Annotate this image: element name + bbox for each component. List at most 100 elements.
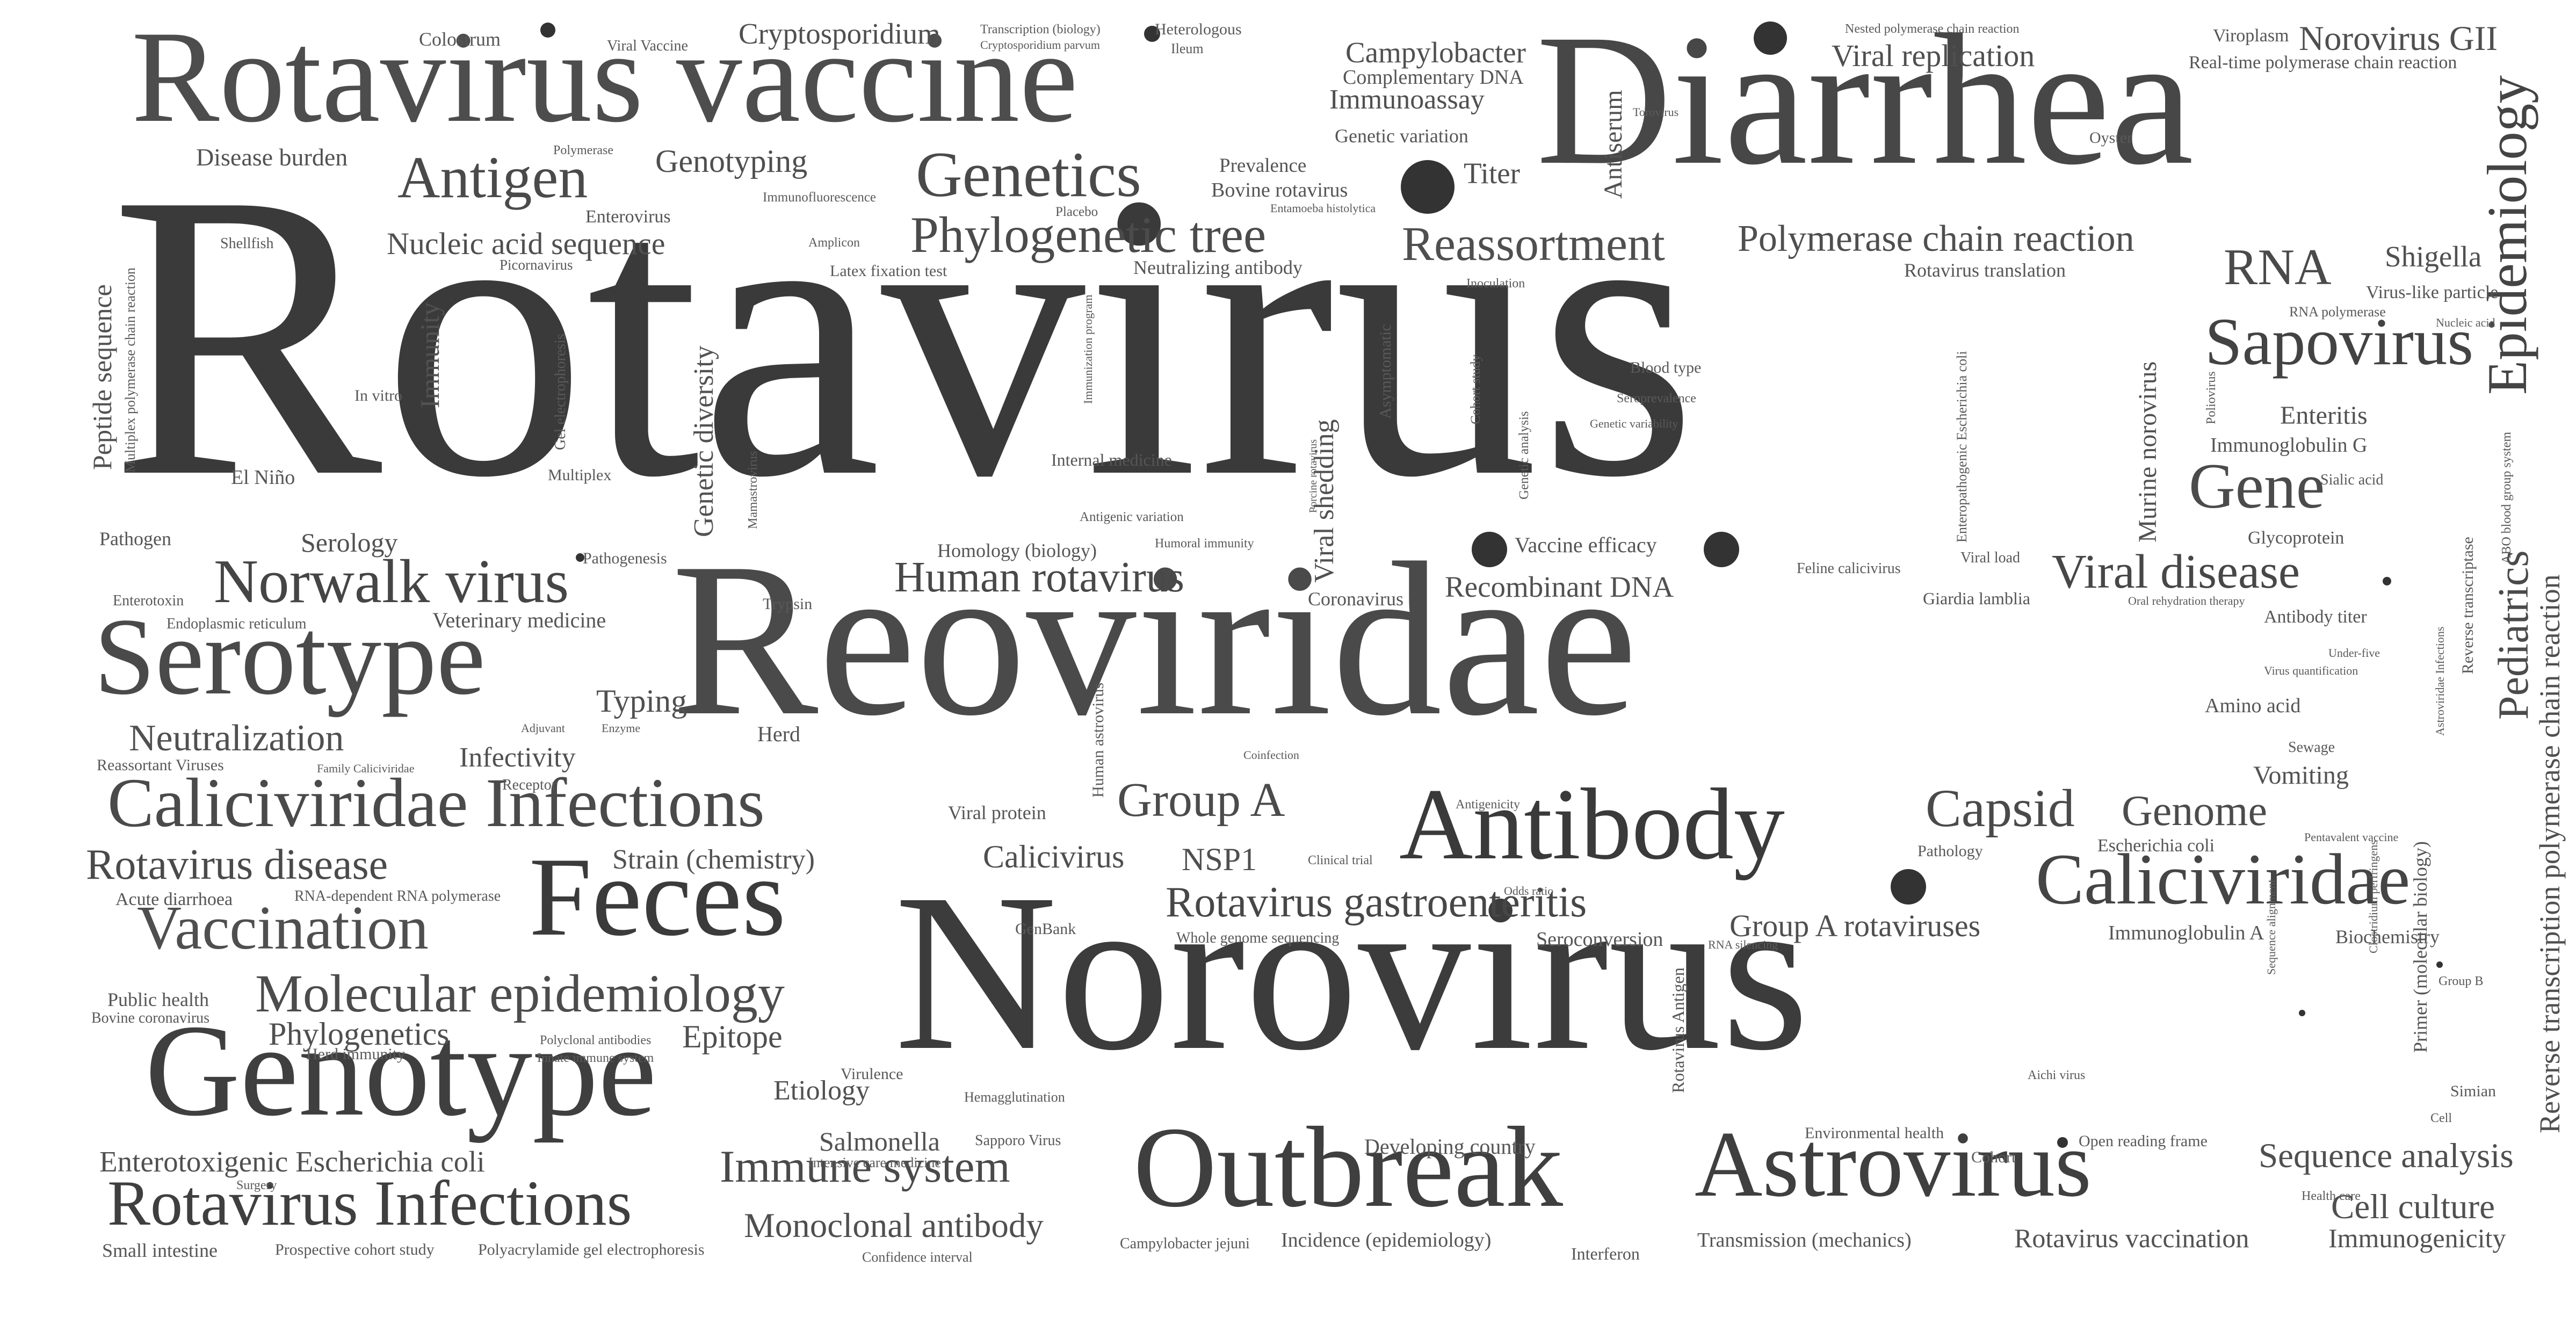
word-sapovirus: Sapovirus xyxy=(2205,305,2473,379)
word-group-a: Group A xyxy=(1117,773,1285,827)
word-sewage: Sewage xyxy=(2288,739,2335,756)
word-astroviridae-infections: Astroviridae Infections xyxy=(2433,626,2447,736)
word-health-care: Health care xyxy=(2302,1189,2361,1203)
word-etiology: Etiology xyxy=(773,1075,870,1106)
word-small-intestine: Small intestine xyxy=(102,1240,218,1261)
word-herd: Herd xyxy=(757,722,800,746)
word-developing-country: Developing country xyxy=(1364,1134,1536,1159)
word-public-health: Public health xyxy=(107,989,209,1010)
word-shigella: Shigella xyxy=(2385,240,2482,273)
word-rna-silencing: RNA silencing xyxy=(1708,938,1778,951)
word-acute-diarrhoea: Acute diarrhoea xyxy=(115,889,233,909)
word-rotavirus-gastroenteritis: Rotavirus gastroenteritis xyxy=(1166,879,1587,926)
word-campylobacter: Campylobacter xyxy=(1345,36,1526,69)
word-nested-polymerase-chain-reaction: Nested polymerase chain reaction xyxy=(1845,22,2020,36)
word-shellfish: Shellfish xyxy=(220,235,274,252)
word-genetic-analysis: Genetic analysis xyxy=(1517,411,1531,500)
word-genotype: Genotype xyxy=(145,997,657,1143)
word-sequence-alignment: Sequence alignment xyxy=(2264,879,2278,975)
word-escherichia-coli: Escherichia coli xyxy=(2097,836,2215,856)
word-confidence-interval: Confidence interval xyxy=(862,1249,973,1265)
word-seroprevalence: Seroprevalence xyxy=(1617,392,1696,406)
word-polymerase-chain-reaction: Polymerase chain reaction xyxy=(1738,218,2134,259)
word-multiplex-polymerase-chain-reaction: Multiplex polymerase chain reaction xyxy=(122,267,138,473)
word-cohort-study: Cohort study xyxy=(1468,354,1483,424)
word-norovirus-gii: Norovirus GII xyxy=(2299,19,2498,58)
word-polyclonal-antibodies: Polyclonal antibodies xyxy=(540,1033,652,1047)
word-trypsin: Trypsin xyxy=(763,595,813,613)
word-epidemiology: Epidemiology xyxy=(2476,75,2538,395)
word-enterotoxigenic-escherichia-coli: Enterotoxigenic Escherichia coli xyxy=(99,1145,485,1178)
word-placebo: Placebo xyxy=(1055,205,1098,219)
word-enteritis: Enteritis xyxy=(2280,401,2368,430)
word-genotyping: Genotyping xyxy=(655,143,808,179)
word-caliciviridae: Caliciviridae xyxy=(2036,840,2411,920)
dot-1 xyxy=(540,23,555,38)
dot-6 xyxy=(1472,532,1507,567)
word-serotype: Serotype xyxy=(94,596,486,718)
word-polymerase: Polymerase xyxy=(553,143,613,157)
word-vomiting: Vomiting xyxy=(2253,761,2349,790)
word-sialic-acid: Sialic acid xyxy=(2320,472,2384,488)
word-incidence-epidemiology: Incidence (epidemiology) xyxy=(1281,1229,1492,1251)
word-herd-immunity: Herd immunity xyxy=(306,1045,406,1063)
word-real-time-polymerase-chain-reaction: Real-time polymerase chain reaction xyxy=(2189,53,2457,73)
word-nucleic-acid: Nucleic acid xyxy=(2436,316,2495,329)
word-prospective-cohort-study: Prospective cohort study xyxy=(275,1241,435,1258)
dot-9 xyxy=(2383,577,2391,585)
word-receptor: Receptor xyxy=(502,777,557,793)
word-vaccination: Vaccination xyxy=(137,894,429,962)
word-torovirus: Torovirus xyxy=(1633,105,1679,119)
word-hemagglutination: Hemagglutination xyxy=(964,1089,1065,1105)
word-reverse-transcription-polymerase-chain-reaction: Reverse transcription polymerase chain r… xyxy=(2534,574,2566,1133)
word-epitope: Epitope xyxy=(682,1019,783,1054)
word-immunoassay: Immunoassay xyxy=(1329,84,1485,115)
word-rotavirus-disease: Rotavirus disease xyxy=(86,841,388,888)
word-monoclonal-antibody: Monoclonal antibody xyxy=(744,1206,1044,1245)
dot-12 xyxy=(2436,961,2443,968)
word-polyacrylamide-gel-electrophoresis: Polyacrylamide gel electrophoresis xyxy=(478,1241,705,1258)
word-rotavirus-infections: Rotavirus Infections xyxy=(107,1167,632,1239)
word-enterovirus: Enterovirus xyxy=(585,207,671,227)
word-transcription-biology: Transcription (biology) xyxy=(980,23,1101,37)
word-mamastrovirus: Mamastrovirus xyxy=(746,451,760,529)
word-rna-dependent-rna-polymerase: RNA-dependent RNA polymerase xyxy=(294,888,501,905)
word-gel-electrophoresis: Gel electrophoresis xyxy=(552,334,569,450)
word-cell: Cell xyxy=(2430,1111,2452,1125)
word-heterologous: Heterologous xyxy=(1155,20,1242,38)
word-antiserum: Antiserum xyxy=(1599,90,1627,199)
dot-11 xyxy=(2299,1010,2305,1016)
word-seroconversion: Seroconversion xyxy=(1536,928,1663,951)
dot-4 xyxy=(1401,160,1455,214)
word-titer: Titer xyxy=(1464,157,1520,190)
word-rna-polymerase: RNA polymerase xyxy=(2289,304,2386,320)
word-rna: RNA xyxy=(2224,238,2332,295)
word-caliciviridae-infections: Caliciviridae Infections xyxy=(107,764,765,842)
word-genetics: Genetics xyxy=(916,139,1141,210)
word-peptide-sequence: Peptide sequence xyxy=(87,284,117,470)
word-nucleic-acid-sequence: Nucleic acid sequence xyxy=(387,226,665,261)
word-complementary-dna: Complementary DNA xyxy=(1343,66,1524,89)
word-rotavirus-vaccination: Rotavirus vaccination xyxy=(2014,1223,2249,1253)
word-inoculation: Inoculation xyxy=(1466,277,1525,291)
word-outbreak: Outbreak xyxy=(1133,1103,1563,1231)
word-oyster: Oyster xyxy=(2089,129,2132,147)
word-pathology: Pathology xyxy=(1917,842,1983,860)
word-in-vitro: In vitro xyxy=(354,387,403,404)
word-transmission-mechanics: Transmission (mechanics) xyxy=(1697,1229,1912,1251)
word-disease-burden: Disease burden xyxy=(196,143,348,171)
word-intensive-care-medicine: Intensive care medicine xyxy=(808,1155,941,1170)
word-sequence-analysis: Sequence analysis xyxy=(2259,1137,2514,1175)
word-cryptosporidium: Cryptosporidium xyxy=(739,17,940,50)
word-enterotoxin: Enterotoxin xyxy=(113,592,184,609)
word-biochemistry: Biochemistry xyxy=(2335,926,2440,947)
word-immune-system: Immune system xyxy=(720,1141,1010,1192)
word-endoplasmic-reticulum: Endoplasmic reticulum xyxy=(167,616,307,632)
word-reverse-transcriptase: Reverse transcriptase xyxy=(2459,537,2477,674)
word-el-ni-o: El Niño xyxy=(231,466,295,489)
word-blood-type: Blood type xyxy=(1630,359,1702,377)
word-picornavirus: Picornavirus xyxy=(500,257,573,273)
word-abo-blood-group-system: ABO blood group system xyxy=(2500,432,2514,564)
word-veterinary-medicine: Veterinary medicine xyxy=(432,608,606,632)
